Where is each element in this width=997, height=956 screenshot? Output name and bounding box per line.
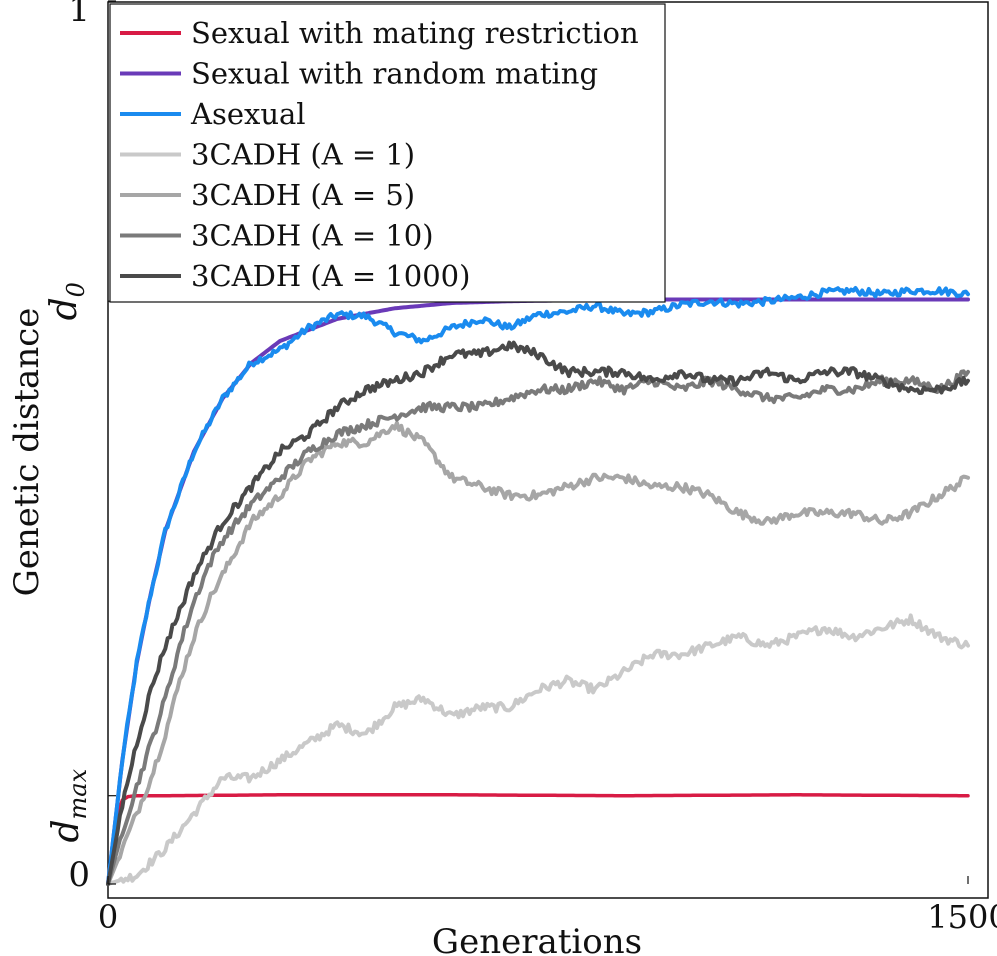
series-line-5 (106, 369, 970, 886)
legend-label-4: 3CADH (A = 5) (191, 178, 415, 212)
legend-label-6: 3CADH (A = 1000) (191, 259, 470, 293)
series-line-2 (106, 286, 970, 886)
y-tick-label-3: 1 (68, 0, 90, 30)
x-tick-label-1: 1500 (927, 898, 997, 936)
legend-label-1: Sexual with random mating (191, 57, 598, 91)
legend-label-5: 3CADH (A = 10) (191, 219, 434, 253)
legend-box (109, 3, 666, 303)
x-axis-title: Generations (432, 922, 642, 956)
series-layer (106, 286, 970, 886)
legend: Sexual with mating restriction Sexual wit… (109, 3, 666, 303)
legend-label-2: Asexual (190, 97, 306, 131)
series-line-6 (106, 340, 970, 886)
series-line-3 (106, 613, 970, 886)
x-tick-label-0: 0 (98, 898, 118, 936)
series-line-0 (106, 793, 970, 886)
series-line-4 (106, 420, 970, 886)
ticks-layer: 0 dmax d0 1 0 1500 (44, 0, 997, 936)
plot-frame (107, 1, 989, 899)
y-tick-label-2: d0 (44, 282, 90, 320)
y-axis-title: Genetic distance (7, 308, 47, 597)
legend-label-3: 3CADH (A = 1) (191, 138, 415, 172)
y-tick-label-1: dmax (46, 768, 92, 842)
legend-label-0: Sexual with mating restriction (191, 16, 639, 50)
y-tick-label-0: 0 (68, 855, 90, 895)
